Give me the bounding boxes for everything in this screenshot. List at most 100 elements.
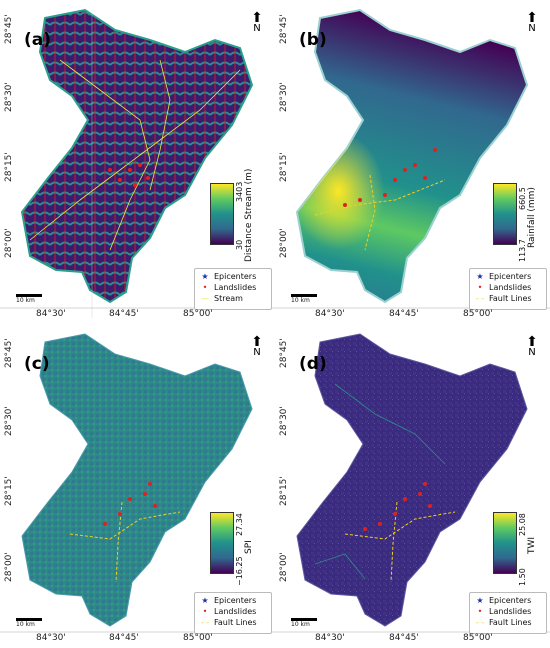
- star-icon: ★: [476, 596, 484, 605]
- lon-tick: 84°45': [389, 633, 419, 643]
- north-label: N: [253, 347, 261, 358]
- panel-d: (d) ⬆ N 28°45' 28°30' 28°15' 28°00' 25.08…: [275, 324, 550, 648]
- panel-a: (a) ⬆ N 28°45' 28°30' 28°15' 28°00' 3403 …: [0, 0, 275, 324]
- colorbar-max: 27.34: [235, 513, 244, 536]
- legend-item: Landslides: [489, 283, 532, 292]
- lon-tick: 84°30': [36, 309, 66, 319]
- legend: ★ Epicenters • Landslides - - Fault Lines: [469, 592, 547, 634]
- colorbar: [493, 183, 517, 245]
- lat-tick: 28°00': [4, 228, 14, 258]
- legend-item: Epicenters: [214, 596, 257, 605]
- lon-tick: 85°00': [183, 309, 213, 319]
- panel-label: (c): [24, 354, 50, 374]
- lon-tick: 85°00': [463, 309, 493, 319]
- dashed-line-icon: - -: [475, 294, 485, 303]
- lat-tick: 28°45': [4, 338, 14, 368]
- lat-tick: 28°30': [4, 82, 14, 112]
- lat-tick: 28°45': [4, 14, 14, 44]
- legend-item: Fault Lines: [214, 618, 257, 627]
- panel-label: (a): [24, 30, 52, 50]
- panel-c: (c) ⬆ N 28°45' 28°30' 28°15' 28°00' 27.34…: [0, 324, 275, 648]
- scale-label: 10 km: [291, 297, 310, 304]
- lat-tick: 28°30': [279, 82, 289, 112]
- colorbar-min: 1.50: [518, 568, 527, 586]
- legend-item: Epicenters: [489, 596, 532, 605]
- colorbar: [493, 512, 517, 574]
- lat-tick: 28°00': [4, 552, 14, 582]
- north-arrow-icon: ⬆ N: [251, 334, 263, 358]
- map-d: [275, 333, 550, 633]
- lon-tick: 84°30': [36, 633, 66, 643]
- colorbar-min: 30: [235, 239, 244, 250]
- legend: ★ Epicenters • Landslides - - Fault Lines: [194, 592, 272, 634]
- lat-tick: 28°15': [279, 152, 289, 182]
- north-arrow-icon: ⬆ N: [526, 10, 538, 34]
- map-b: [275, 8, 550, 309]
- panel-label: (b): [299, 30, 327, 50]
- colorbar: [210, 512, 234, 574]
- legend-item: Fault Lines: [489, 618, 532, 627]
- lat-tick: 28°30': [279, 406, 289, 436]
- lat-tick: 28°45': [279, 338, 289, 368]
- panel-label: (d): [299, 354, 327, 374]
- dot-icon: •: [202, 283, 208, 292]
- north-label: N: [528, 23, 536, 34]
- dot-icon: •: [477, 283, 483, 292]
- lat-tick: 28°15': [4, 476, 14, 506]
- map-a: [0, 8, 275, 318]
- north-arrow-icon: ⬆ N: [526, 334, 538, 358]
- legend-item: Stream: [214, 294, 243, 303]
- star-icon: ★: [201, 272, 209, 281]
- colorbar-max: 660.5: [518, 187, 527, 210]
- scale-bar: 10 km: [291, 294, 317, 304]
- lon-tick: 84°30': [315, 309, 345, 319]
- scale-bar: 10 km: [291, 618, 317, 628]
- legend-item: Landslides: [214, 283, 257, 292]
- colorbar-min: −16.25: [235, 556, 244, 586]
- lat-tick: 28°15': [279, 476, 289, 506]
- lat-tick: 28°45': [279, 14, 289, 44]
- legend-item: Landslides: [214, 607, 257, 616]
- star-icon: ★: [476, 272, 484, 281]
- lon-tick: 85°00': [463, 633, 493, 643]
- scale-bar: 10 km: [16, 618, 42, 628]
- lon-tick: 84°45': [109, 309, 139, 319]
- dashed-line-icon: - -: [200, 618, 210, 627]
- scale-label: 10 km: [16, 621, 35, 628]
- colorbar-min: 113.7: [518, 239, 527, 262]
- legend-item: Epicenters: [214, 272, 257, 281]
- lon-tick: 84°45': [389, 309, 419, 319]
- legend-item: Fault Lines: [489, 294, 532, 303]
- dot-icon: •: [477, 607, 483, 616]
- dashed-line-icon: - -: [475, 618, 485, 627]
- lat-tick: 28°00': [279, 552, 289, 582]
- scale-label: 10 km: [291, 621, 310, 628]
- colorbar-title: Rainfall (mm): [527, 187, 537, 248]
- north-arrow-icon: ⬆ N: [251, 10, 263, 34]
- line-icon: —: [201, 294, 209, 303]
- lat-tick: 28°00': [279, 228, 289, 258]
- scale-bar: 10 km: [16, 294, 42, 304]
- lon-tick: 85°00': [183, 633, 213, 643]
- colorbar: [210, 183, 234, 245]
- legend-item: Landslides: [489, 607, 532, 616]
- lon-tick: 84°45': [109, 633, 139, 643]
- colorbar-title: SPI: [244, 540, 254, 554]
- lon-tick: 84°30': [315, 633, 345, 643]
- legend: ★ Epicenters • Landslides — Stream: [194, 268, 272, 310]
- legend: ★ Epicenters • Landslides - - Fault Lines: [469, 268, 547, 310]
- panel-b: (b) ⬆ N 28°45' 28°30' 28°15' 28°00' 660.5…: [275, 0, 550, 324]
- colorbar-title: Distance Stream (m): [244, 168, 254, 262]
- colorbar-title: TWI: [527, 536, 537, 554]
- colorbar-max: 3403: [235, 181, 244, 202]
- dot-icon: •: [202, 607, 208, 616]
- legend-item: Epicenters: [489, 272, 532, 281]
- lat-tick: 28°30': [4, 406, 14, 436]
- scale-label: 10 km: [16, 297, 35, 304]
- lat-tick: 28°15': [4, 152, 14, 182]
- map-c: [0, 333, 275, 633]
- north-label: N: [528, 347, 536, 358]
- colorbar-max: 25.08: [518, 513, 527, 536]
- north-label: N: [253, 23, 261, 34]
- star-icon: ★: [201, 596, 209, 605]
